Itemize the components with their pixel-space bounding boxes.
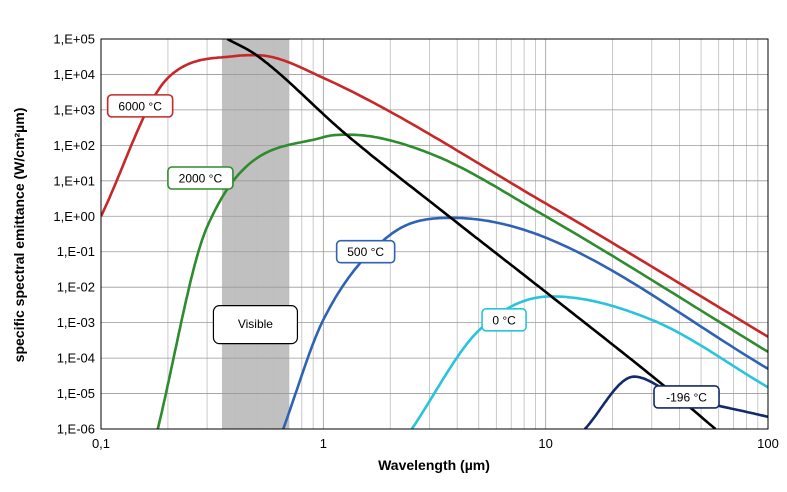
y-tick-label: 1,E-05 [57, 386, 95, 401]
y-tick-label: 1,E+02 [53, 138, 95, 153]
series-label-text: -196 °C [666, 390, 707, 404]
series-label-box [335, 239, 396, 264]
series-label-layer: 6000 °C 2000 °C 500 °C 0 °C -196 °C Visible [106, 94, 720, 409]
y-tick-label: 1,E+05 [53, 32, 95, 47]
series-line-500-c [281, 216, 768, 429]
series-label-6000-c: 6000 °C [106, 94, 174, 118]
x-tick-label: 10 [538, 436, 552, 451]
x-axis-title: Wavelength (µm) [378, 457, 490, 473]
series-line-peak-wavelength-wien [226, 39, 717, 429]
series-label-text: 2000 °C [179, 172, 223, 186]
series-line-196-c [583, 375, 768, 429]
x-tick-label: 0,1 [92, 436, 110, 451]
y-tick-label: 1,E-04 [57, 351, 95, 366]
grid-layer [101, 39, 768, 429]
y-tick-label: 1,E-02 [57, 280, 95, 295]
y-tick-label: 1,E+03 [53, 102, 95, 117]
x-tick-label: 1 [320, 436, 327, 451]
series-label-0-c: 0 °C [481, 308, 527, 332]
visible-label-box [212, 305, 299, 345]
series-label-box [167, 166, 234, 190]
series-line-0-c [410, 295, 768, 429]
visible-label-text: Visible [238, 317, 273, 331]
x-tick-label: 100 [757, 436, 779, 451]
plot-frame [100, 38, 769, 430]
series-label-text: 500 °C [347, 245, 384, 259]
series-label-box [106, 94, 174, 118]
series-label-196-c: -196 °C [653, 385, 720, 409]
y-tick-label: 1,E+00 [53, 209, 95, 224]
tick-label-layer: 1,E+05 1,E+04 1,E+03 1,E+02 1,E+01 1,E+00 1,E-… [53, 32, 778, 452]
y-tick-label: 1,E-06 [57, 422, 95, 437]
y-tick-label: 1,E+04 [53, 67, 95, 82]
series-label-2000-c: 2000 °C [167, 166, 234, 190]
series-layer [101, 39, 768, 429]
series-label-text: 6000 °C [118, 99, 162, 113]
series-label-box [481, 308, 527, 332]
visible-band-label: Visible [212, 305, 299, 345]
y-axis-title: specific spectral emittance (W/cm²µm) [11, 108, 27, 363]
series-label-box [653, 385, 720, 409]
y-tick-label: 1,E-03 [57, 315, 95, 330]
series-line-2000-c [156, 133, 768, 429]
y-tick-label: 1,E+01 [53, 173, 95, 188]
series-label-500-c: 500 °C [335, 239, 396, 264]
series-label-text: 0 °C [492, 313, 516, 327]
plot-frame-layer [100, 38, 769, 430]
y-tick-label: 1,E-01 [57, 244, 95, 259]
series-line-6000-c [101, 53, 768, 338]
visible-band [221, 39, 289, 429]
visible-band-layer [221, 39, 289, 429]
